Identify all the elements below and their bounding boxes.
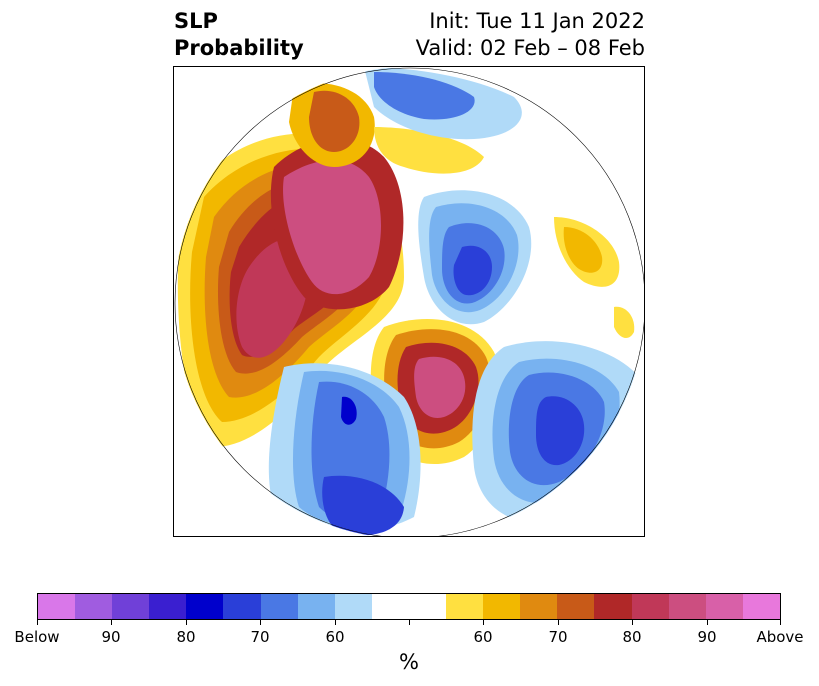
colorbar-tick [409, 620, 410, 625]
colorbar-tick [707, 620, 708, 625]
colorbar-segment [742, 594, 780, 619]
cool-region-namerica-80 [322, 475, 404, 536]
warm-region-asia-core [563, 227, 603, 273]
colorbar-segment [446, 594, 484, 619]
colorbar-label: 60 [325, 628, 345, 646]
cool-region-europe-80 [453, 245, 492, 296]
colorbar-label: 80 [622, 628, 642, 646]
colorbar-segment [668, 594, 706, 619]
colorbar-segment [260, 594, 298, 619]
colorbar-tick [558, 620, 559, 625]
title-left: SLP Probability [174, 8, 304, 62]
title-type: Probability [174, 36, 304, 60]
colorbar-segment [223, 594, 261, 619]
colorbar-tick [186, 620, 187, 625]
colorbar-segment [371, 594, 409, 619]
colorbar-segment [705, 594, 743, 619]
colorbar-tick [780, 620, 781, 625]
warm-region-north-core [309, 90, 360, 152]
cool-region-top-70 [374, 72, 475, 120]
colorbar-label: Below [14, 628, 60, 646]
colorbar-segment [297, 594, 335, 619]
title-variable: SLP [174, 9, 218, 33]
colorbar-label: 70 [548, 628, 568, 646]
colorbar-segment [520, 594, 558, 619]
colorbar-tick [335, 620, 336, 625]
colorbar-label: 80 [176, 628, 196, 646]
valid-range: Valid: 02 Feb – 08 Feb [415, 36, 645, 60]
colorbar-segment [75, 594, 113, 619]
colorbar [37, 593, 781, 620]
colorbar-segment [112, 594, 150, 619]
colorbar-segment [557, 594, 595, 619]
colorbar-label: Above [756, 628, 804, 646]
title-right: Init: Tue 11 Jan 2022 Valid: 02 Feb – 08… [416, 8, 645, 62]
map-boundary [174, 67, 644, 536]
colorbar-label: 90 [101, 628, 121, 646]
colorbar-segment [594, 594, 632, 619]
warm-region-north-band [374, 127, 484, 174]
colorbar-segment [408, 594, 447, 619]
warm-region-asia-small [614, 306, 635, 339]
cool-region-natlantic-80 [536, 396, 585, 466]
colorbar-label: 90 [697, 628, 717, 646]
colorbar-label: 70 [250, 628, 270, 646]
colorbar-segment [334, 594, 372, 619]
colorbar-segment [149, 594, 187, 619]
colorbar-segment [186, 594, 224, 619]
colorbar-tick [632, 620, 633, 625]
init-date: Init: Tue 11 Jan 2022 [429, 9, 645, 33]
colorbar-units: % [399, 650, 419, 674]
map-panel [173, 66, 645, 537]
cool-region-namerica-90 [341, 396, 357, 425]
probability-map [174, 67, 644, 536]
colorbar-label: 60 [473, 628, 493, 646]
colorbar-segment [38, 594, 76, 619]
colorbar-tick [111, 620, 112, 625]
colorbar-tick [37, 620, 38, 625]
warm-region-canada-90 [283, 160, 382, 295]
colorbar-tick [260, 620, 261, 625]
warm-region-atlantic-90 [414, 356, 466, 418]
colorbar-tick [483, 620, 484, 625]
colorbar-segment [483, 594, 521, 619]
colorbar-segment [631, 594, 669, 619]
